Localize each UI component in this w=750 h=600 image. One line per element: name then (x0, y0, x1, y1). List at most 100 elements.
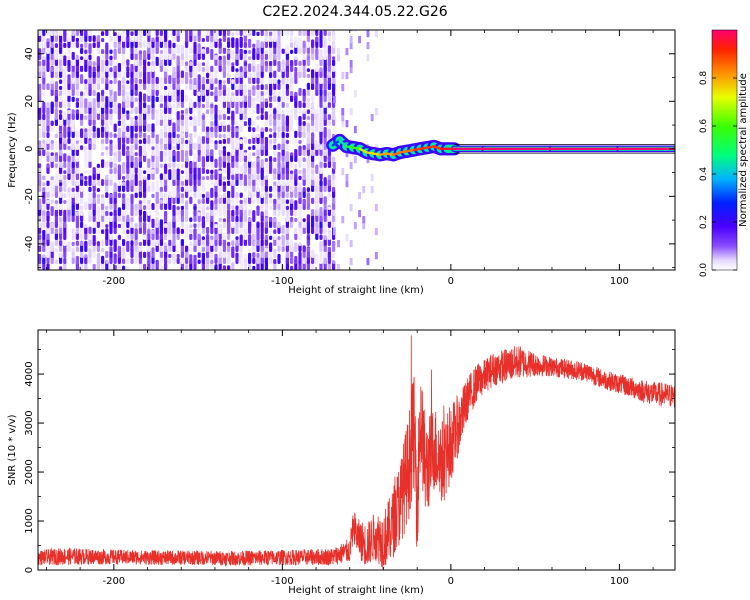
heatmap-cell (227, 30, 231, 36)
heatmap-cell (214, 223, 218, 228)
heatmap-cell (210, 103, 214, 108)
heatmap-cell (105, 96, 109, 108)
heatmap-cell (298, 118, 302, 126)
heatmap-cell (307, 24, 310, 30)
heatmap-cell (218, 168, 222, 180)
heatmap-cell (134, 142, 138, 150)
heatmap-cell (235, 142, 239, 150)
heatmap-cell (189, 78, 193, 84)
heatmap-cell (298, 169, 302, 174)
heatmap-cell (126, 146, 130, 150)
heatmap-cell (235, 121, 239, 126)
heatmap-cell (231, 65, 235, 72)
heatmap-cell (264, 238, 268, 246)
heatmap-cell (109, 67, 113, 72)
heatmap-cell (264, 190, 268, 204)
heatmap-cell (306, 187, 310, 192)
heatmap-cell (214, 19, 217, 30)
heatmap-cell (164, 178, 168, 186)
heatmap-cell (210, 78, 214, 84)
heatmap-cell (252, 152, 256, 156)
heatmap-cell (185, 264, 189, 270)
heatmap-cell (349, 36, 353, 44)
heatmap-cell (143, 176, 147, 180)
heatmap-cell (168, 239, 172, 246)
heatmap-cell (138, 50, 142, 54)
heatmap-cell (101, 49, 105, 54)
heatmap-cell (147, 30, 151, 36)
heatmap-cell (248, 160, 252, 168)
heatmap-cell (50, 191, 54, 198)
heatmap-cell (172, 189, 176, 198)
heatmap-cell (101, 194, 105, 198)
heatmap-cell (294, 164, 298, 168)
heatmap-cell (214, 66, 218, 78)
heatmap-cell (54, 173, 58, 186)
heatmap-cell (122, 239, 126, 246)
heatmap-cell (138, 226, 142, 234)
heatmap-cell (311, 108, 315, 114)
heatmap-cell (126, 266, 130, 270)
heatmap-cell (235, 128, 239, 132)
heatmap-cell (298, 24, 301, 31)
x-tick-label: -200 (102, 276, 125, 287)
heatmap-cell (147, 71, 151, 84)
heatmap-cell (88, 43, 92, 54)
heatmap-cell (285, 102, 289, 108)
heatmap-cell (147, 134, 151, 144)
heatmap-cell (273, 209, 277, 216)
heatmap-cell (252, 161, 256, 168)
heatmap-cell (201, 84, 205, 90)
heatmap-cell (67, 241, 71, 252)
heatmap-cell (345, 48, 349, 56)
heatmap-cell (176, 138, 180, 144)
heatmap-cell (54, 152, 58, 156)
heatmap-cell (231, 190, 235, 198)
heatmap-cell (105, 224, 109, 228)
heatmap-cell (54, 140, 58, 150)
heatmap-cell (168, 112, 172, 120)
signal-core (358, 147, 368, 154)
heatmap-cell (117, 207, 121, 216)
heatmap-cell (193, 77, 197, 84)
top-ylabel: Frequency (Hz) (7, 112, 18, 188)
heatmap-cell (164, 210, 168, 216)
heatmap-cell (42, 82, 46, 90)
heatmap-cell (281, 171, 285, 180)
heatmap-cell (38, 111, 42, 120)
heatmap-cell (306, 115, 310, 120)
heatmap-cell (227, 265, 231, 270)
heatmap-cell (172, 42, 176, 48)
heatmap-cell (117, 150, 121, 162)
heatmap-cell (277, 83, 281, 90)
heatmap-cell (84, 226, 88, 234)
heatmap-cell (197, 74, 201, 78)
heatmap-cell (311, 47, 315, 54)
heatmap-cell (206, 191, 210, 198)
heatmap-cell (248, 184, 252, 192)
heatmap-cell (235, 30, 239, 36)
heatmap-cell (374, 30, 378, 38)
heatmap-cell (101, 179, 105, 186)
heatmap-cell (134, 83, 138, 90)
heatmap-cell (332, 30, 336, 36)
heatmap-cell (126, 125, 130, 132)
heatmap-cell (302, 220, 306, 228)
heatmap-cell (281, 131, 285, 138)
heatmap-cell (134, 97, 138, 102)
heatmap-cell (105, 25, 108, 30)
heatmap-cell (337, 54, 340, 62)
heatmap-cell (197, 52, 201, 60)
heatmap-cell (180, 175, 184, 180)
heatmap-cell (46, 83, 50, 90)
heatmap-cell (67, 146, 71, 150)
heatmap-cell (332, 228, 336, 236)
heatmap-cell (176, 257, 180, 264)
heatmap-cell (311, 142, 315, 150)
heatmap-cell (277, 96, 281, 102)
heatmap-cell (214, 142, 218, 150)
heatmap-cell (214, 190, 218, 198)
heatmap-cell (88, 248, 92, 258)
heatmap-cell (185, 209, 189, 222)
heatmap-cell (311, 30, 315, 36)
